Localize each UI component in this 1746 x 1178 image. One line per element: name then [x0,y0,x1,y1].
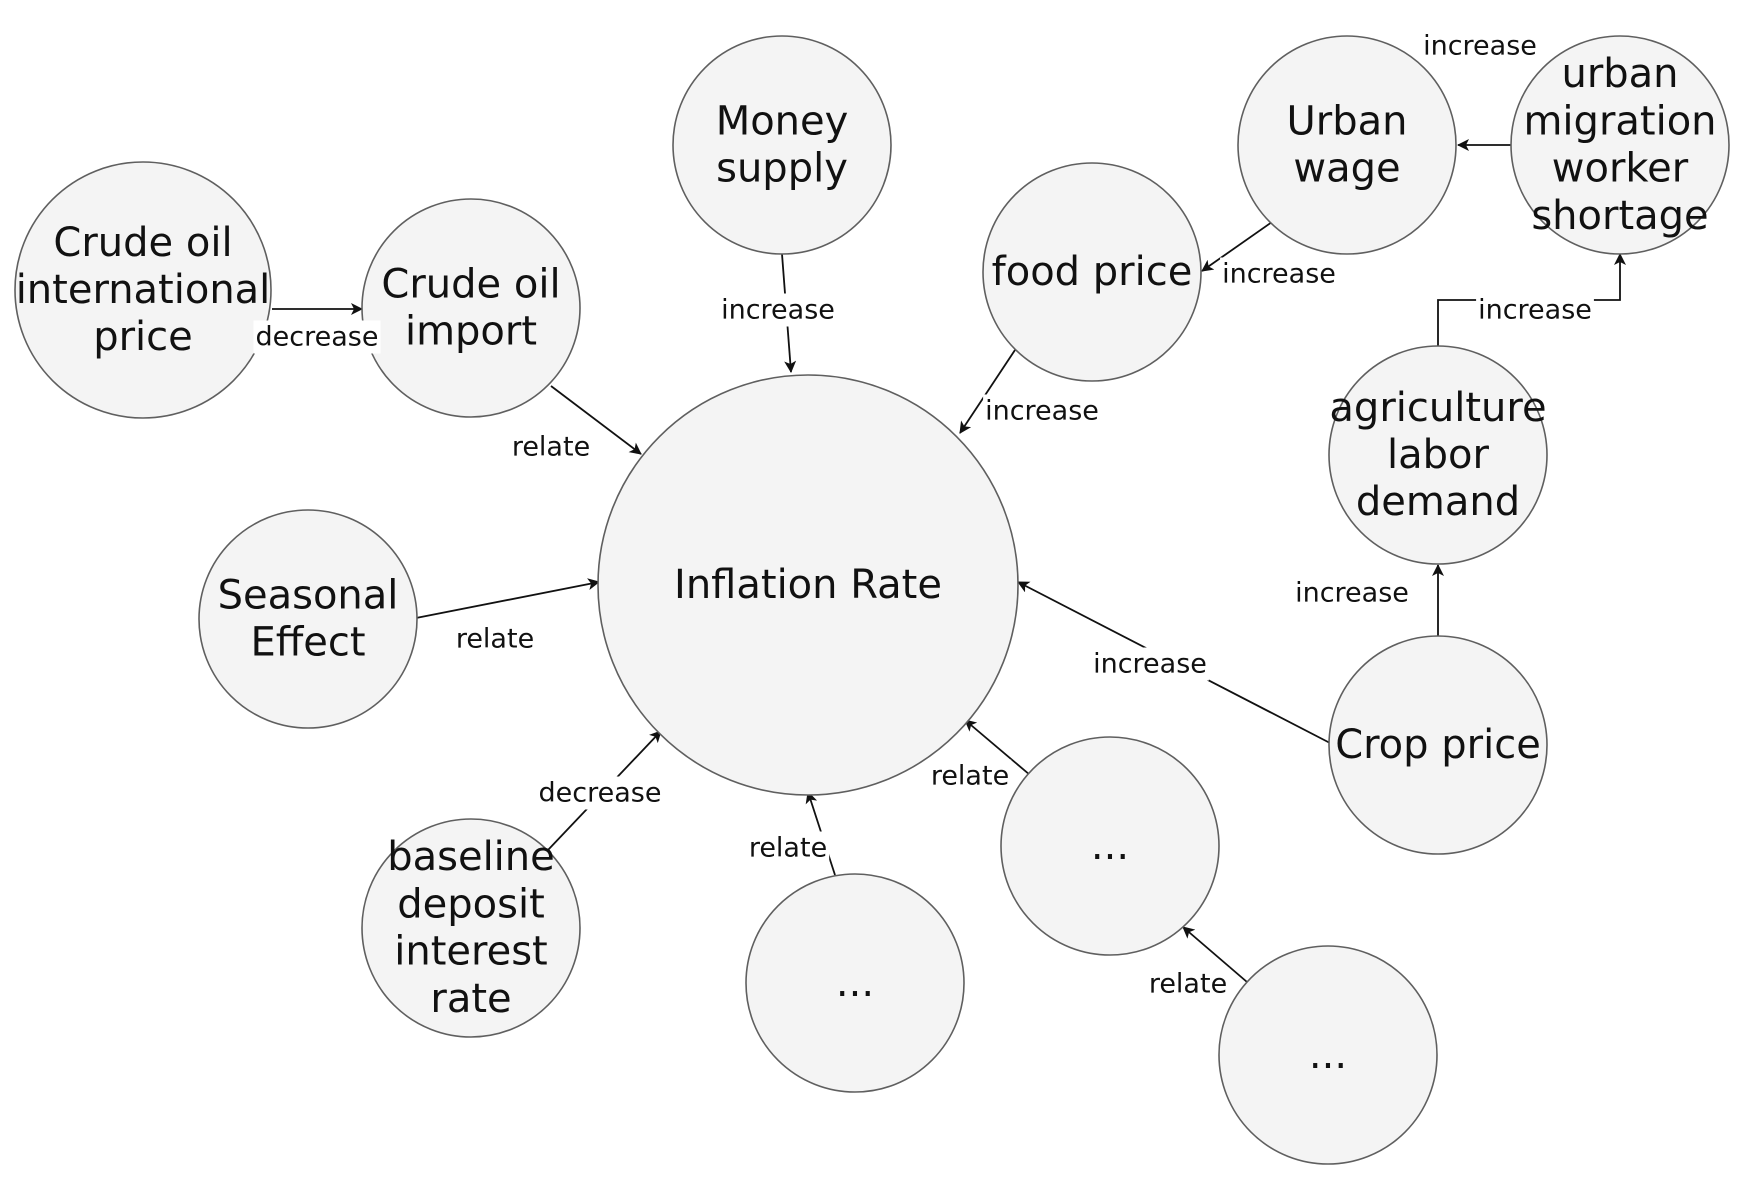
edge-label-deposit-to-inflation: decrease [536,776,664,810]
node-circle [1000,736,1220,956]
edge-label-background [983,394,1101,428]
edge-seasonal-to-inflation [415,578,600,619]
node-label: Urban wage [1287,98,1408,191]
edge-label-crude_import-to-inflation: relate [509,430,593,464]
edge-label-background [509,430,593,464]
node-label: Inflation Rate [674,562,942,608]
edge-label-agri-to-urban_mig: increase [1476,293,1594,327]
edge-label-crop-to-inflation: increase [1091,647,1209,681]
node-label: ... [1091,823,1129,869]
node-circle [745,873,965,1093]
node-dots3: ... [1218,945,1438,1165]
edge-label-background [1146,967,1230,1001]
node-circle [1328,345,1548,565]
node-dots1: ... [745,873,965,1093]
node-crude_intl: Crude oil international price [14,161,272,419]
node-circle [361,198,581,418]
edge-label-text: increase [1423,31,1537,62]
edge-label-text: increase [1222,259,1336,290]
node-circle [14,161,272,419]
node-crude_import: Crude oil import [361,198,581,418]
node-circle [1328,635,1548,855]
node-circle [597,374,1019,796]
node-circle [1218,945,1438,1165]
edge-label-background [1421,29,1539,63]
edge-label-text: decrease [539,778,662,809]
node-label: ... [836,960,874,1006]
node-circle [198,509,418,729]
node-label: Crude oil import [381,261,560,354]
edge-label-text: relate [512,432,590,463]
node-circle [361,818,581,1038]
node-label: food price [992,249,1193,295]
edge-label-text: relate [749,833,827,864]
edge-label-background [719,293,837,327]
edge-label-text: decrease [256,322,379,353]
edge-label-background [1476,293,1594,327]
edge-dots2-to-inflation [964,719,1031,776]
edge-label-text: increase [721,295,835,326]
edge-label-seasonal-to-inflation: relate [453,622,537,656]
edge-label-crop-to-agri: increase [1293,576,1411,610]
node-label: urban migration worker shortage [1523,51,1716,239]
edge-label-background [253,320,381,354]
edge-label-background [1220,257,1338,291]
node-urban_wage: Urban wage [1237,35,1457,255]
edge-label-urban_wage-to-food: increase [1220,257,1338,291]
edge-label-background [1091,647,1209,681]
node-circle [1237,35,1457,255]
edge-label-background [1293,576,1411,610]
node-dots2: ... [1000,736,1220,956]
node-circle [672,35,892,255]
edge-label-text: increase [1295,578,1409,609]
edge-dots3-to-dots2 [1182,926,1248,983]
edge-label-text: relate [1149,969,1227,1000]
nodes-layer: Inflation Rate Crude oil international pric… [14,35,1730,1165]
node-food: food price [982,162,1202,382]
edge-label-dots3-to-dots2: relate [1146,967,1230,1001]
edge-label-dots2-to-inflation: relate [928,759,1012,793]
edge-label-text: increase [1093,649,1207,680]
edge-label-text: relate [456,624,534,655]
node-label: baseline deposit interest rate [387,834,555,1022]
edge-label-urban_mig-to-urban_wage: increase [1421,29,1539,63]
edge-label-background [536,776,664,810]
edge-food-to-inflation [959,349,1016,434]
edge-labels-layer: decrease relate increase increase increase in… [253,29,1594,1001]
node-urban_mig: urban migration worker shortage [1510,35,1730,255]
node-agri: agriculture labor demand [1328,345,1548,565]
node-label: Crude oil international price [16,220,271,360]
edge-label-background [453,622,537,656]
node-seasonal: Seasonal Effect [198,509,418,729]
edge-label-crude_intl-to-crude_import: decrease [253,320,381,354]
edge-label-money-to-inflation: increase [719,293,837,327]
node-inflation: Inflation Rate [597,374,1019,796]
edge-label-dots1-to-inflation: relate [746,831,830,865]
node-deposit: baseline deposit interest rate [361,818,581,1038]
node-label: Seasonal Effect [218,572,399,665]
node-circle [1510,35,1730,255]
node-circle [982,162,1202,382]
node-money: Money supply [672,35,892,255]
node-label: Crop price [1335,722,1541,768]
node-crop: Crop price [1328,635,1548,855]
edge-label-text: increase [985,396,1099,427]
edge-label-text: relate [931,761,1009,792]
edge-label-background [746,831,830,865]
node-label: Money supply [716,98,849,191]
edge-label-text: increase [1478,295,1592,326]
edge-label-background [928,759,1012,793]
node-label: agriculture labor demand [1329,385,1546,525]
edge-urban_wage-to-food [1201,221,1273,272]
node-label: ... [1309,1032,1347,1078]
edge-crude_import-to-inflation [550,385,642,455]
edge-label-food-to-inflation: increase [983,394,1101,428]
